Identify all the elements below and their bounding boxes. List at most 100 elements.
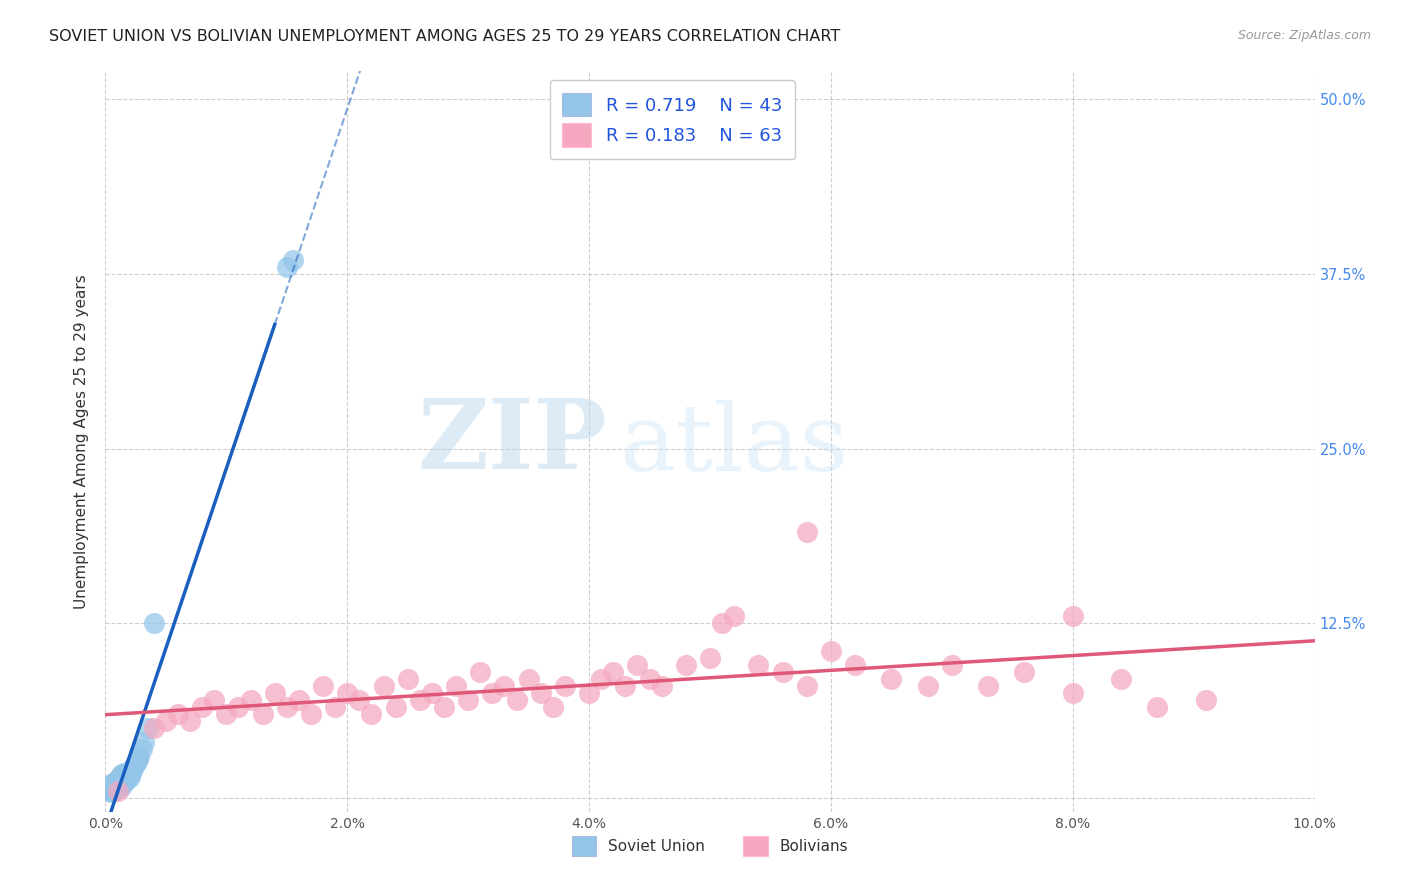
Point bbox=[103, 784, 125, 798]
Point bbox=[554, 679, 576, 693]
Point bbox=[112, 765, 135, 780]
Point bbox=[384, 700, 406, 714]
Point bbox=[457, 693, 479, 707]
Point bbox=[125, 753, 148, 767]
Point bbox=[98, 780, 121, 794]
Text: ZIP: ZIP bbox=[418, 394, 607, 489]
Point bbox=[107, 771, 129, 785]
Point bbox=[128, 748, 150, 763]
Point bbox=[602, 665, 624, 679]
Legend: Soviet Union, Bolivians: Soviet Union, Bolivians bbox=[564, 829, 856, 863]
Point bbox=[117, 768, 139, 782]
Point bbox=[107, 772, 129, 787]
Point bbox=[107, 784, 129, 798]
Point bbox=[494, 679, 516, 693]
Point bbox=[108, 770, 131, 784]
Point bbox=[1062, 686, 1084, 700]
Point bbox=[131, 742, 153, 756]
Point bbox=[125, 756, 148, 770]
Point bbox=[1109, 672, 1132, 686]
Y-axis label: Unemployment Among Ages 25 to 29 years: Unemployment Among Ages 25 to 29 years bbox=[75, 274, 90, 609]
Point bbox=[917, 679, 939, 693]
Point bbox=[100, 785, 122, 799]
Point bbox=[134, 735, 156, 749]
Point bbox=[276, 260, 298, 274]
Point bbox=[614, 679, 637, 693]
Point bbox=[517, 672, 540, 686]
Point bbox=[1195, 693, 1218, 707]
Point bbox=[98, 782, 121, 797]
Point bbox=[626, 658, 648, 673]
Point bbox=[115, 771, 138, 785]
Point bbox=[349, 693, 371, 707]
Point bbox=[215, 706, 238, 721]
Point bbox=[373, 679, 395, 693]
Point bbox=[110, 768, 132, 782]
Point bbox=[112, 775, 135, 789]
Point bbox=[239, 693, 262, 707]
Point bbox=[941, 658, 963, 673]
Point bbox=[118, 770, 141, 784]
Point bbox=[167, 706, 190, 721]
Point bbox=[1146, 700, 1168, 714]
Text: SOVIET UNION VS BOLIVIAN UNEMPLOYMENT AMONG AGES 25 TO 29 YEARS CORRELATION CHAR: SOVIET UNION VS BOLIVIAN UNEMPLOYMENT AM… bbox=[49, 29, 841, 44]
Point bbox=[114, 774, 136, 789]
Point bbox=[409, 693, 432, 707]
Point bbox=[651, 679, 673, 693]
Point bbox=[723, 609, 745, 624]
Point bbox=[228, 700, 250, 714]
Point bbox=[820, 644, 842, 658]
Point bbox=[481, 686, 503, 700]
Point bbox=[796, 679, 818, 693]
Point bbox=[136, 721, 159, 735]
Point bbox=[772, 665, 794, 679]
Point bbox=[191, 700, 214, 714]
Point bbox=[638, 672, 661, 686]
Point bbox=[107, 778, 129, 792]
Point bbox=[252, 706, 274, 721]
Point bbox=[312, 679, 335, 693]
Point bbox=[104, 775, 127, 789]
Point bbox=[111, 777, 134, 791]
Point bbox=[844, 658, 866, 673]
Point bbox=[420, 686, 443, 700]
Point bbox=[336, 686, 359, 700]
Point bbox=[103, 778, 125, 792]
Point bbox=[107, 780, 129, 795]
Point bbox=[101, 780, 124, 795]
Point bbox=[360, 706, 382, 721]
Point bbox=[142, 721, 165, 735]
Point bbox=[299, 706, 322, 721]
Point bbox=[108, 777, 131, 791]
Point bbox=[1062, 609, 1084, 624]
Point bbox=[591, 672, 613, 686]
Point bbox=[127, 751, 149, 765]
Point bbox=[120, 765, 142, 780]
Point bbox=[578, 686, 600, 700]
Point bbox=[105, 774, 128, 789]
Point bbox=[470, 665, 492, 679]
Point bbox=[288, 693, 311, 707]
Text: Source: ZipAtlas.com: Source: ZipAtlas.com bbox=[1237, 29, 1371, 42]
Point bbox=[433, 700, 456, 714]
Point bbox=[711, 616, 734, 631]
Point bbox=[155, 714, 177, 728]
Point bbox=[699, 651, 721, 665]
Point bbox=[444, 679, 467, 693]
Point bbox=[880, 672, 903, 686]
Point bbox=[505, 693, 527, 707]
Point bbox=[111, 767, 134, 781]
Point bbox=[100, 777, 122, 791]
Point bbox=[115, 772, 138, 787]
Point bbox=[179, 714, 201, 728]
Point bbox=[530, 686, 553, 700]
Point bbox=[97, 784, 120, 798]
Point bbox=[202, 693, 225, 707]
Point bbox=[276, 700, 298, 714]
Point bbox=[122, 760, 145, 774]
Point bbox=[142, 616, 165, 631]
Point bbox=[104, 782, 127, 797]
Point bbox=[1014, 665, 1036, 679]
Point bbox=[541, 700, 564, 714]
Point bbox=[323, 700, 346, 714]
